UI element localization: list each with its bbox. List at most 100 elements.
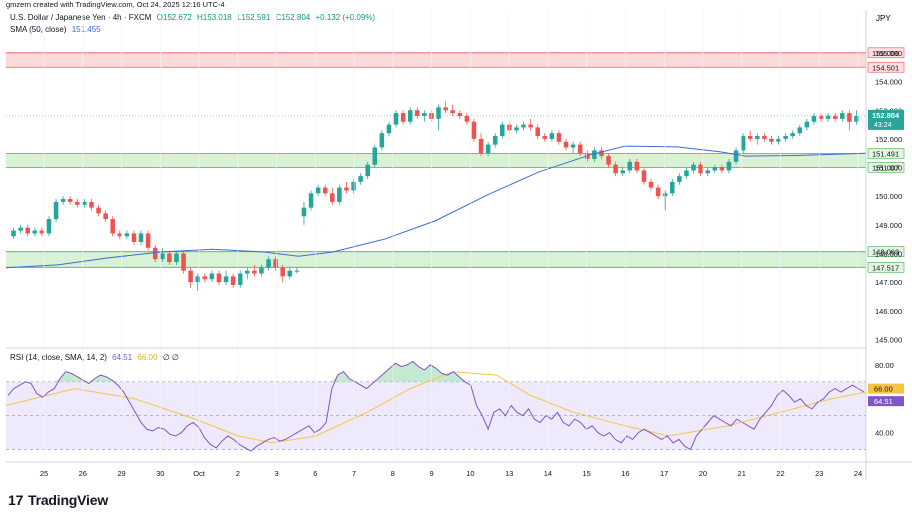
candle-body <box>294 270 300 272</box>
candle-body <box>832 115 838 119</box>
rsi-value-box <box>868 396 904 407</box>
candle-body <box>577 144 583 154</box>
candle-body <box>677 176 682 182</box>
rsi-legend[interactable]: RSI (14, close, SMA, 14, 2) 64.51 66.00 … <box>10 353 179 362</box>
zone-label-0-0: 155.006 <box>872 49 899 58</box>
time-tick-label: 23 <box>815 469 823 478</box>
ohlc-low: L152.591 <box>236 13 271 22</box>
candle-body <box>60 199 66 202</box>
candle-body <box>755 136 760 139</box>
price-axis[interactable]: 155.006 154.501 151.491 151.007 148.063 147.5… <box>867 47 905 345</box>
candle-body <box>96 207 101 214</box>
zone-band-2 <box>6 251 866 268</box>
time-tick-label: 6 <box>313 469 317 478</box>
candle-body <box>415 110 420 116</box>
time-tick-label: 21 <box>738 469 746 478</box>
candle-body <box>790 133 795 137</box>
candle-body <box>485 144 491 154</box>
tradingview-logo[interactable]: 17 TradingView <box>8 492 108 508</box>
candle-body <box>301 207 307 217</box>
candle-body <box>747 136 753 139</box>
candle-body <box>783 136 788 139</box>
rsi-sma-value-box <box>868 383 904 394</box>
candle-body <box>372 147 378 165</box>
rsi-tick-label: 40.00 <box>875 429 894 438</box>
candle-body <box>563 141 569 148</box>
candle-body <box>655 187 661 197</box>
zone-label-box-0-0 <box>867 47 905 59</box>
candle-body <box>322 187 328 194</box>
candle-body <box>818 115 824 119</box>
rsi-overbought-fill <box>8 361 864 382</box>
candle-body <box>400 113 406 122</box>
candle-body <box>804 121 810 128</box>
zone-label-box-2-0 <box>867 246 905 257</box>
zone-band-0 <box>6 52 866 68</box>
candle-body <box>259 267 264 274</box>
tradingview-logo-icon: 17 <box>8 492 24 508</box>
candle-body <box>209 273 215 280</box>
candle-body <box>308 193 314 208</box>
rsi-label: RSI (14, close, SMA, 14, 2) <box>10 353 107 362</box>
rsi-extra: ∅ ∅ <box>162 353 179 362</box>
price-tick-label: 146.000 <box>875 307 902 316</box>
candle-body <box>500 124 505 137</box>
candle-body <box>110 219 115 234</box>
candle-body <box>280 267 285 277</box>
chart-svg[interactable]: 155.006 154.501 151.491 151.007 148.063 147.5… <box>0 0 912 490</box>
candle-body <box>684 170 689 177</box>
candle-body <box>769 138 774 142</box>
time-tick-label: 25 <box>40 469 48 478</box>
zone-label-2-1: 147.517 <box>872 263 899 272</box>
candle-body <box>344 187 349 191</box>
sma-label: SMA (50, close) <box>10 25 67 34</box>
countdown-label: 43:24 <box>874 122 892 129</box>
candle-body <box>89 201 94 208</box>
candle-body <box>471 121 477 139</box>
candle-body <box>39 230 45 234</box>
candle-body <box>351 181 356 191</box>
sma-value: 151.455 <box>71 25 101 34</box>
symbol-legend[interactable]: U.S. Dollar / Japanese Yen · 4h · FXCM O… <box>10 13 375 22</box>
rsi-value: 64.51 <box>112 353 133 362</box>
time-tick-label: 16 <box>621 469 629 478</box>
candle-body <box>216 273 222 283</box>
candle-body <box>854 115 859 122</box>
candle-body <box>478 138 484 154</box>
zone-band-1 <box>6 153 866 168</box>
candle-body <box>358 176 363 182</box>
candle-body <box>152 247 158 260</box>
time-axis[interactable]: 25 26 29 30 Oct 2 3 6 7 8 9 10 13 14 15 16 17 20 21 22 23 24 <box>40 10 862 478</box>
ohlc-change: +0.132 (+0.09%) <box>315 13 376 22</box>
candle-body <box>252 270 257 274</box>
candle-body <box>811 115 817 122</box>
candle-body <box>82 201 87 205</box>
rsi-tick-label: 80.00 <box>875 361 894 370</box>
time-tick-label: 29 <box>117 469 125 478</box>
zone-label-0-1: 154.501 <box>872 63 899 72</box>
candle-body <box>776 138 781 142</box>
candle-body <box>592 150 597 159</box>
candle-body <box>705 170 710 174</box>
sma-legend[interactable]: SMA (50, close) 151.455 <box>10 25 101 34</box>
sma-line <box>5 145 867 269</box>
candle-body <box>131 233 137 243</box>
symbol-title: U.S. Dollar / Japanese Yen · 4h · FXCM <box>10 13 152 22</box>
candle-body <box>75 201 80 205</box>
candle-body <box>337 187 342 202</box>
candle-body <box>719 167 725 171</box>
candle-body <box>670 181 675 194</box>
candle-body <box>167 253 172 263</box>
candle-body <box>528 124 533 128</box>
price-tick-label: 155.000 <box>875 49 902 58</box>
candle-body <box>422 113 427 116</box>
rsi-sma-value: 66.00 <box>137 353 158 362</box>
zone-label-1-1: 151.007 <box>872 163 899 172</box>
time-tick-label: 24 <box>854 469 862 478</box>
candle-body <box>145 233 151 248</box>
candle-body <box>315 187 321 194</box>
candle-body <box>570 144 576 148</box>
rsi-pane <box>5 360 867 452</box>
last-price-label: 152.804 <box>872 111 900 120</box>
